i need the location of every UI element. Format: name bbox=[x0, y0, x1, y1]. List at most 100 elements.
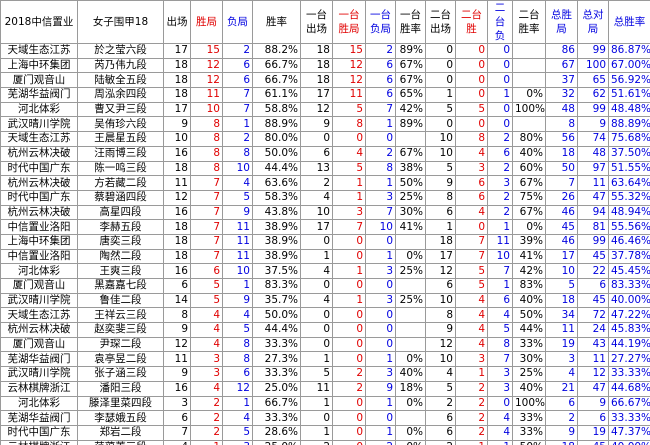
table-cell: 0 bbox=[487, 72, 513, 89]
table-cell: 58.8% bbox=[252, 101, 301, 118]
table-cell bbox=[395, 307, 426, 324]
table-cell: 6 bbox=[545, 395, 578, 412]
table-cell: 7 bbox=[190, 175, 223, 191]
table-cell: 2 bbox=[487, 204, 513, 221]
table-cell: 83.3% bbox=[252, 278, 301, 294]
table-cell: 李赫五段 bbox=[77, 219, 164, 235]
table-cell: 1 bbox=[455, 439, 488, 445]
table-cell: 陶然二段 bbox=[77, 248, 164, 265]
table-cell bbox=[512, 57, 546, 74]
table-cell: 8 bbox=[190, 116, 223, 133]
table-cell: 0 bbox=[300, 307, 333, 324]
table-cell: 杭州云林决破 bbox=[0, 322, 78, 338]
table-cell: 10 bbox=[365, 219, 396, 235]
table-cell: 22 bbox=[577, 263, 609, 279]
table-cell: 38.9% bbox=[252, 248, 301, 265]
table-cell: 0% bbox=[512, 219, 546, 235]
table-cell: 67% bbox=[395, 57, 426, 74]
table-cell: 72 bbox=[577, 307, 609, 324]
table-cell: 9 bbox=[577, 116, 609, 133]
table-cell: 11 bbox=[190, 87, 223, 103]
table-cell: 4 bbox=[455, 204, 488, 221]
table-cell: 8 bbox=[190, 131, 223, 147]
table-cell: 尹琛二段 bbox=[77, 336, 164, 353]
table-cell: 0 bbox=[300, 336, 333, 353]
table-cell: 芜湖华益阀门 bbox=[0, 410, 78, 426]
table-cell: 2 bbox=[190, 424, 223, 441]
table-cell: 45.83% bbox=[608, 322, 650, 338]
table-cell: 4 bbox=[222, 175, 253, 191]
table-cell: 0 bbox=[332, 307, 366, 324]
table-cell: 48.94% bbox=[608, 204, 650, 221]
table-cell: 10 bbox=[425, 292, 456, 309]
table-cell: 5 bbox=[487, 322, 513, 338]
table-cell: 5 bbox=[222, 424, 253, 441]
table-cell: 89% bbox=[395, 116, 426, 133]
table-cell: 5 bbox=[190, 292, 223, 309]
table-cell: 10 bbox=[425, 351, 456, 368]
table-cell: 3 bbox=[487, 380, 513, 397]
table-cell: 5 bbox=[455, 263, 488, 279]
table-cell bbox=[512, 116, 546, 133]
table-cell: 3 bbox=[365, 263, 396, 279]
table-row: 厦门观音山 陆敏全五段 18 12 6 66.7% 18 12 6 67% 0 0 0 37 65 56.92… bbox=[0, 72, 650, 89]
table-cell: 范蔼菁三段 bbox=[77, 439, 164, 445]
table-row: 杭州云林决破 高星四段 16 7 9 43.8% 10 3 7 30% 6 4 2 67% 46 94 48.9… bbox=[0, 204, 650, 221]
table-cell: 6 bbox=[577, 278, 609, 294]
table-cell: 9 bbox=[365, 380, 396, 397]
table-cell: 2 bbox=[545, 410, 578, 426]
table-cell: 45 bbox=[577, 439, 609, 445]
table-cell: 8 bbox=[222, 336, 253, 353]
table-row: 中信置业洛阳 李赫五段 18 7 11 38.9% 17 7 10 41% 1 0 1 0% 45 81 55.… bbox=[0, 219, 650, 235]
table-row: 天域生态江苏 於之莹六段 17 15 2 88.2% 18 15 2 89% 0 0 0 86 99 86.8… bbox=[0, 43, 650, 59]
table-cell: 41% bbox=[395, 219, 426, 235]
table-cell: 1 bbox=[365, 248, 396, 265]
table-cell: 30% bbox=[395, 204, 426, 221]
table-cell: 46.46% bbox=[608, 233, 650, 250]
table-cell: 1 bbox=[425, 219, 456, 235]
table-cell: 47.22% bbox=[608, 307, 650, 324]
table-cell: 37.50% bbox=[608, 145, 650, 162]
table-cell: 33% bbox=[512, 336, 546, 353]
table-cell: 7 bbox=[365, 101, 396, 118]
table-cell: 16 bbox=[163, 380, 191, 397]
table-cell: 50.0% bbox=[252, 307, 301, 324]
table-cell: 11 bbox=[545, 322, 578, 338]
table-cell: 45 bbox=[577, 292, 609, 309]
table-cell: 2 bbox=[425, 439, 456, 445]
table-cell: 0 bbox=[365, 278, 396, 294]
table-cell: 1 bbox=[332, 175, 366, 191]
table-cell: 100% bbox=[512, 395, 546, 412]
table-cell: 11 bbox=[332, 87, 366, 103]
table-cell: 8 bbox=[545, 116, 578, 133]
table-cell: 17 bbox=[300, 219, 333, 235]
table-cell: 7 bbox=[190, 204, 223, 221]
table-cell: 天域生态江苏 bbox=[0, 43, 78, 59]
table-cell: 2 bbox=[487, 160, 513, 177]
table-cell bbox=[395, 233, 426, 250]
table-cell: 18 bbox=[163, 160, 191, 177]
table-cell: 81 bbox=[577, 219, 609, 235]
table-cell: 12 bbox=[577, 366, 609, 382]
table-cell: 5 bbox=[332, 101, 366, 118]
table-cell: 19 bbox=[577, 424, 609, 441]
table-cell: 34 bbox=[545, 307, 578, 324]
table-cell: 0 bbox=[332, 395, 366, 412]
table-cell: 33.3% bbox=[252, 366, 301, 382]
header-cell: 总胜局 bbox=[545, 0, 578, 44]
table-cell: 45 bbox=[545, 219, 578, 235]
table-cell: 45 bbox=[577, 248, 609, 265]
table-cell: 35.7% bbox=[252, 292, 301, 309]
table-row: 杭州云林决破 赵奕斐三段 9 4 5 44.4% 0 0 0 9 4 5 44% 11 24 45.83% bbox=[0, 322, 650, 338]
header-cell: 胜率 bbox=[252, 0, 301, 44]
table-cell: 50 bbox=[545, 160, 578, 177]
table-cell: 0 bbox=[332, 248, 366, 265]
table-cell: 0% bbox=[395, 439, 426, 445]
table-cell: 2 bbox=[300, 439, 333, 445]
table-cell: 7 bbox=[190, 219, 223, 235]
table-cell: 65 bbox=[577, 72, 609, 89]
table-cell: 44% bbox=[512, 322, 546, 338]
header-cell: 一台胜率 bbox=[395, 0, 426, 44]
table-cell: 9 bbox=[163, 366, 191, 382]
